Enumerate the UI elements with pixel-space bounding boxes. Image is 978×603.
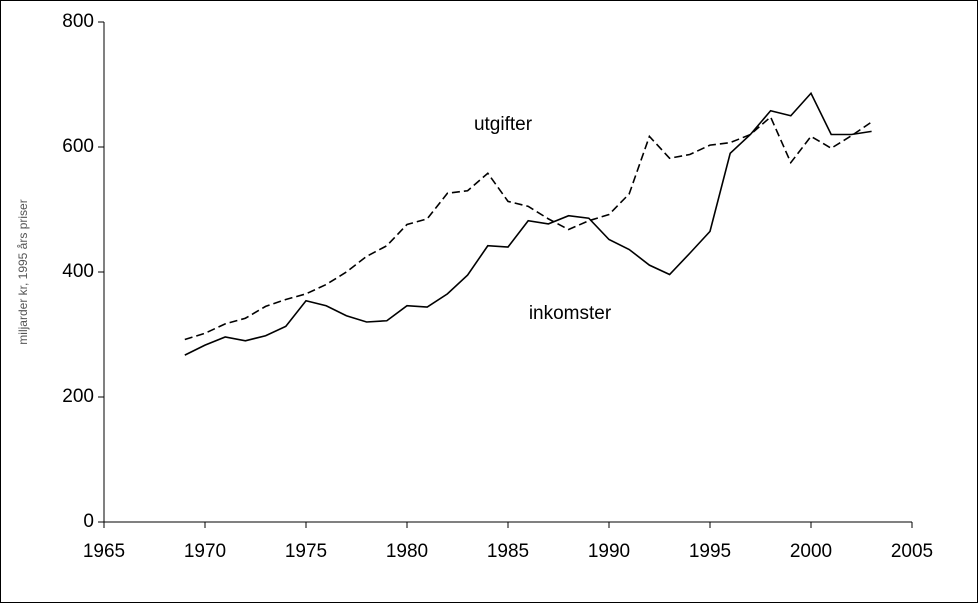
y-tick-label: 0: [83, 511, 94, 532]
x-tick-label: 2000: [790, 541, 832, 562]
x-tick-label: 1975: [285, 541, 327, 562]
y-tick-label: 600: [62, 136, 94, 157]
x-tick-label: 2005: [891, 541, 933, 562]
x-tick-label: 1995: [689, 541, 731, 562]
y-tick-label: 800: [62, 11, 94, 32]
x-tick-label: 1980: [386, 541, 428, 562]
x-tick-label: 1985: [487, 541, 529, 562]
x-tick-label: 1965: [83, 541, 125, 562]
annotation: inkomster: [529, 303, 612, 324]
x-tick-label: 1990: [588, 541, 630, 562]
annotation: utgifter: [474, 114, 533, 135]
y-tick-label: 400: [62, 261, 94, 282]
y-axis-label: miljarder kr, 1995 års priser: [16, 199, 30, 344]
line-0: [184, 91, 872, 356]
line-1: [184, 115, 873, 341]
y-tick-label: 200: [62, 386, 94, 407]
x-tick-label: 1970: [184, 541, 226, 562]
